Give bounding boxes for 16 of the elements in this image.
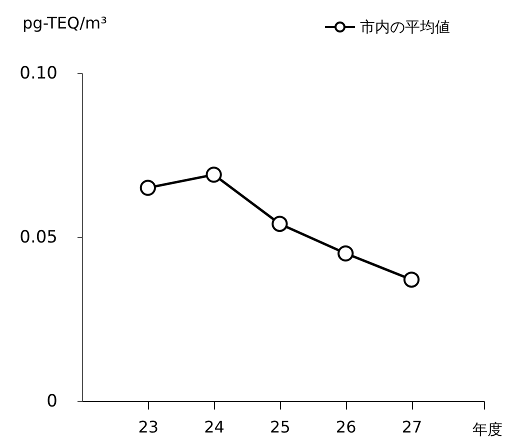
point <box>140 180 156 196</box>
y-axis-title: pg-TEQ/m³ <box>22 14 107 32</box>
point <box>403 272 420 288</box>
x-tick-label: 27 <box>402 418 422 436</box>
y-tick-label: 0 <box>46 392 58 412</box>
y-tick-label: 0.10 <box>20 64 58 84</box>
x-tick-label: 26 <box>336 418 356 436</box>
legend-label: 市内の平均値 <box>360 18 450 36</box>
y-tick-label: 0.05 <box>20 228 58 248</box>
point <box>272 216 288 232</box>
x-tick-label: 24 <box>204 418 224 436</box>
point <box>338 245 354 262</box>
x-tick-label: 25 <box>270 418 290 436</box>
x-axis-title: 年度 <box>472 420 502 438</box>
x-tick-label: 23 <box>138 418 159 436</box>
point <box>206 166 222 183</box>
